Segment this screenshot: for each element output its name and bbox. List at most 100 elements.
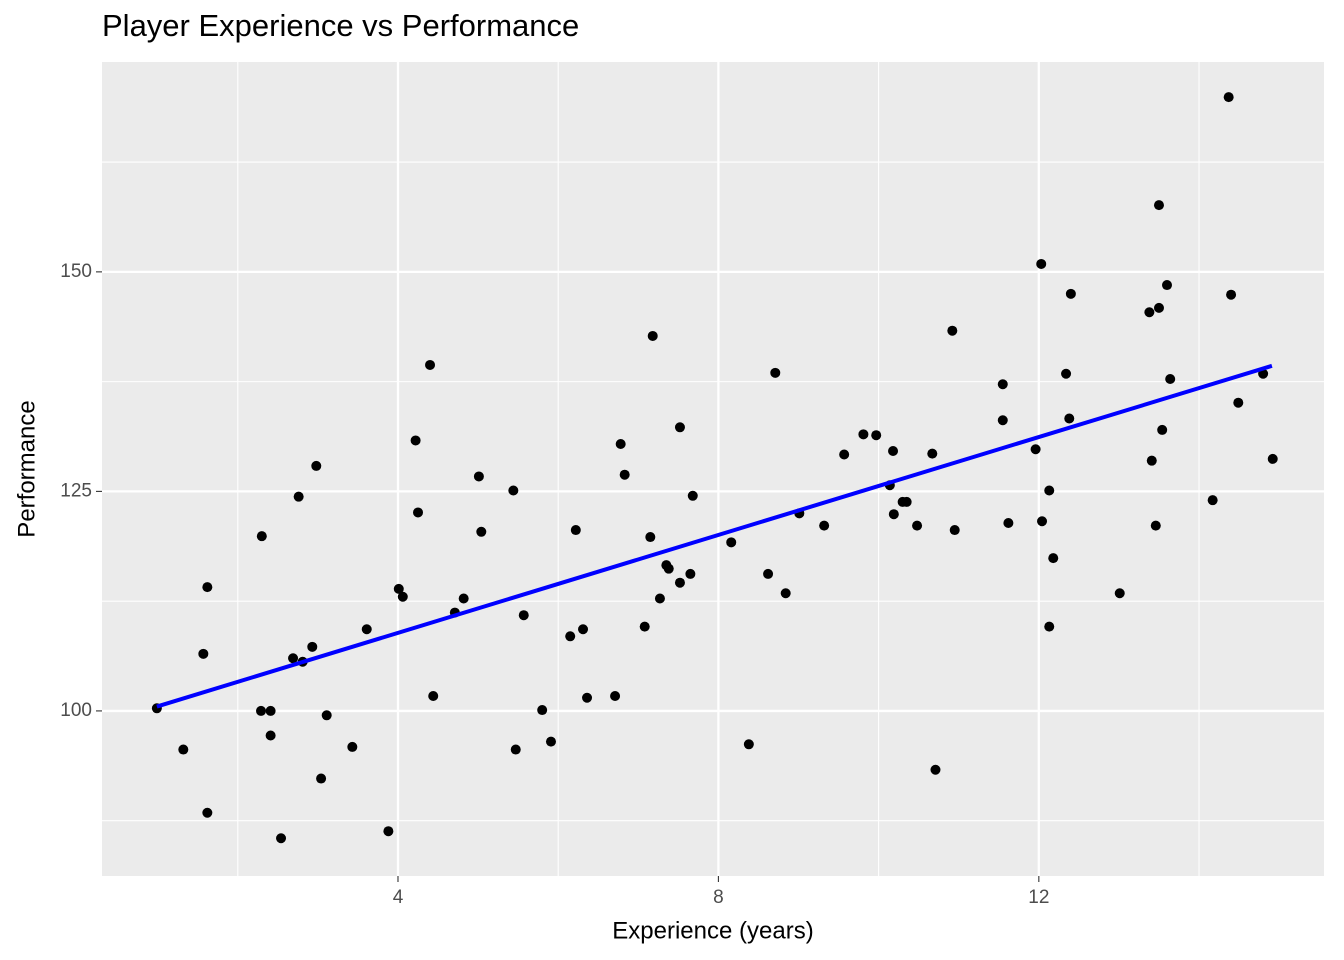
point: [888, 509, 899, 520]
point: [537, 705, 548, 716]
point: [1048, 553, 1059, 564]
point: [997, 379, 1008, 390]
point: [276, 833, 287, 844]
x-axis-title: Experience (years): [612, 917, 813, 944]
point: [425, 359, 436, 370]
point: [1146, 455, 1157, 466]
point: [1036, 258, 1047, 269]
point: [927, 448, 938, 459]
point: [510, 744, 521, 755]
point: [410, 435, 421, 446]
point: [1037, 516, 1048, 527]
point: [663, 563, 674, 574]
point: [685, 568, 696, 579]
point: [901, 496, 912, 507]
point: [393, 583, 404, 594]
point: [615, 438, 626, 449]
point: [912, 520, 923, 531]
point: [473, 471, 484, 482]
point: [1165, 373, 1176, 384]
chart-title: Player Experience vs Performance: [102, 8, 579, 43]
point: [198, 648, 209, 659]
point: [1161, 280, 1172, 291]
point: [1223, 92, 1234, 103]
x-tick-label: 8: [713, 887, 724, 908]
point: [202, 582, 213, 593]
point: [619, 469, 630, 480]
point: [647, 330, 658, 341]
point: [347, 741, 358, 752]
point: [1061, 368, 1072, 379]
point: [582, 692, 593, 703]
point: [1044, 621, 1055, 632]
point: [1153, 302, 1164, 313]
point: [743, 739, 754, 750]
point: [1044, 485, 1055, 496]
point: [763, 568, 774, 579]
point: [518, 610, 529, 621]
point: [307, 641, 318, 652]
point: [397, 591, 408, 602]
point: [1153, 200, 1164, 211]
y-tick-label: 125: [60, 480, 92, 501]
x-tick-label: 4: [393, 887, 404, 908]
point: [361, 624, 372, 635]
point: [858, 429, 869, 440]
point: [639, 621, 650, 632]
y-tick-label: 100: [60, 700, 92, 721]
marks: [151, 92, 1278, 844]
point: [839, 449, 850, 460]
point: [565, 631, 576, 642]
y-tick-label: 150: [60, 261, 92, 282]
point: [178, 744, 189, 755]
point: [1233, 397, 1244, 408]
point: [413, 507, 424, 518]
point: [1226, 289, 1237, 300]
y-axis-title: Performance: [13, 400, 40, 537]
point: [311, 460, 322, 471]
point: [476, 526, 487, 537]
point: [288, 653, 299, 664]
point: [256, 705, 267, 716]
point: [930, 764, 941, 775]
point: [316, 773, 327, 784]
point: [610, 690, 621, 701]
point: [949, 525, 960, 536]
point: [545, 736, 556, 747]
point: [1144, 307, 1155, 318]
point: [265, 705, 276, 716]
point: [202, 807, 213, 818]
point: [1065, 288, 1076, 299]
point: [428, 690, 439, 701]
point: [1030, 444, 1041, 455]
point: [770, 367, 781, 378]
point: [458, 593, 469, 604]
point: [578, 624, 589, 635]
point: [947, 325, 958, 336]
grid: [102, 62, 1324, 876]
point: [1157, 424, 1168, 435]
trend-line: [156, 363, 1273, 709]
point: [726, 537, 737, 548]
point: [654, 593, 665, 604]
point: [674, 577, 685, 588]
point: [1207, 495, 1218, 506]
point: [1150, 520, 1161, 531]
point: [819, 520, 830, 531]
point: [780, 588, 791, 599]
point: [508, 485, 519, 496]
point: [1267, 453, 1278, 464]
point: [570, 525, 581, 536]
point: [256, 531, 267, 542]
point: [321, 710, 332, 721]
point: [1114, 588, 1125, 599]
x-tick-label: 12: [1028, 887, 1049, 908]
point: [871, 430, 882, 441]
point: [687, 490, 698, 501]
panel: [102, 62, 1324, 876]
point: [674, 422, 685, 433]
point: [293, 491, 304, 502]
point: [888, 445, 899, 456]
point: [997, 415, 1008, 426]
